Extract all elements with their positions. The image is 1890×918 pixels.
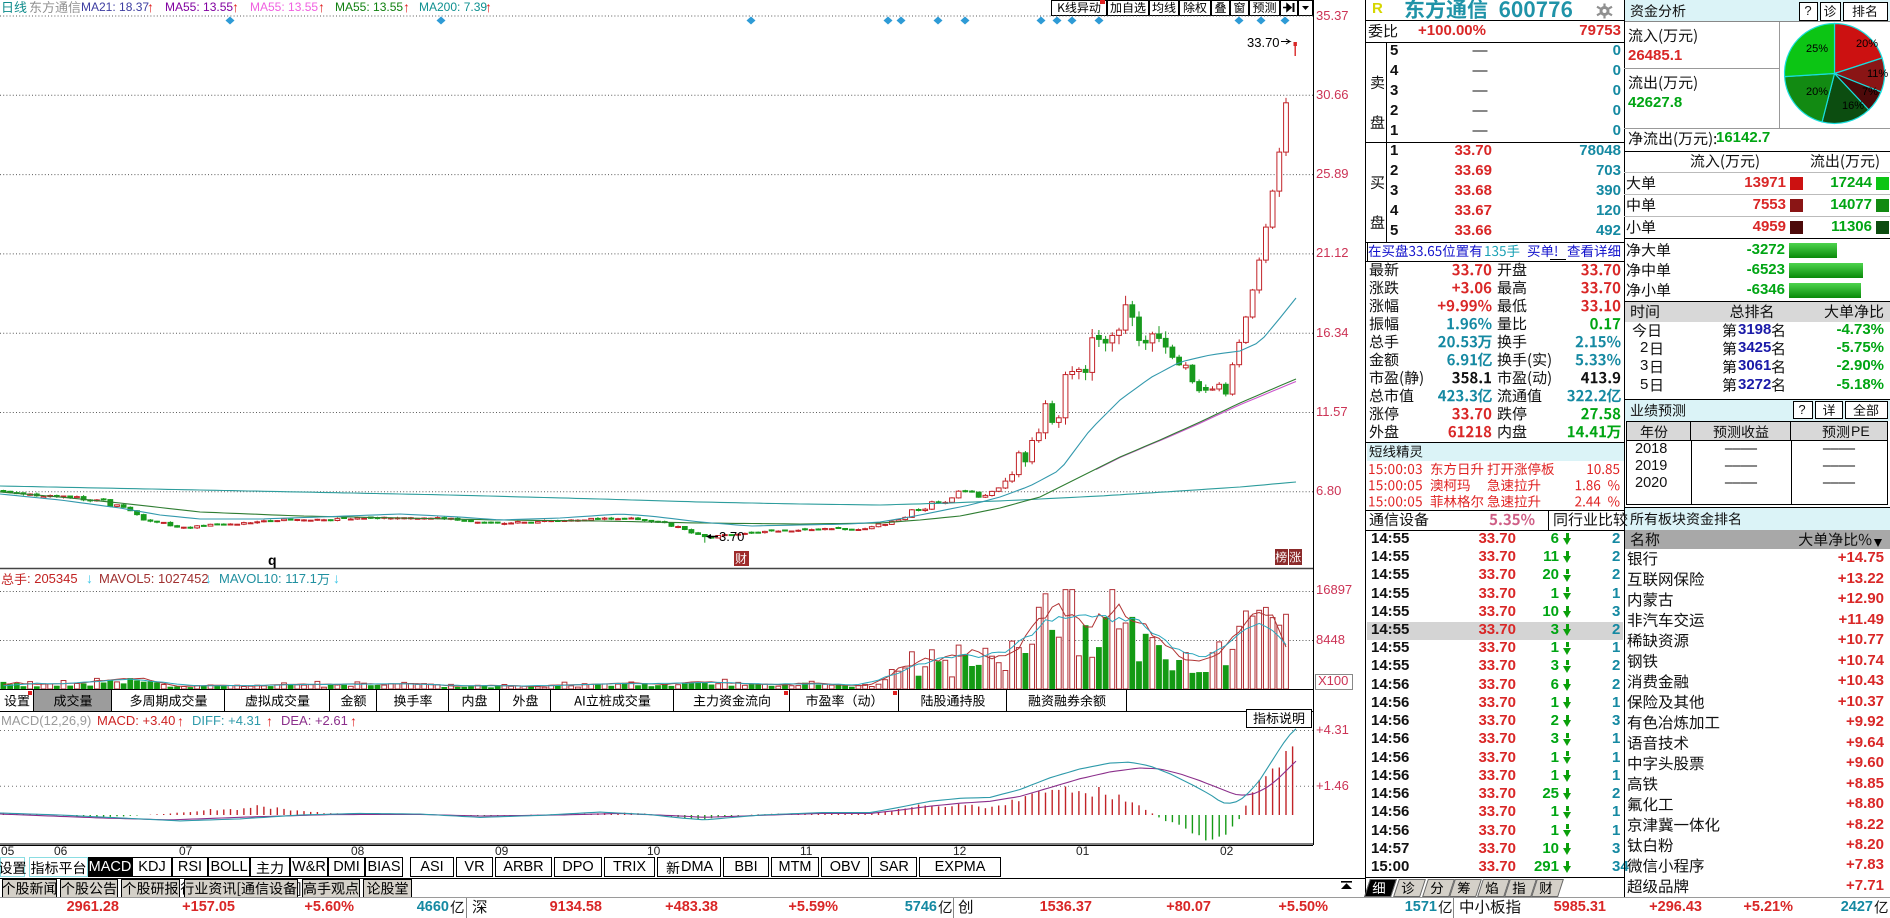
svg-text:3.70: 3.70 [719,529,744,544]
svg-text:11%: 11% [1867,68,1888,80]
svg-text:16%: 16% [1842,100,1864,112]
svg-text:7%: 7% [1862,86,1878,98]
svg-text:20%: 20% [1806,86,1828,98]
svg-text:20%: 20% [1856,38,1878,50]
svg-text:25%: 25% [1806,43,1828,55]
svg-text:q: q [268,552,277,568]
svg-text:33.70: 33.70 [1247,35,1280,50]
